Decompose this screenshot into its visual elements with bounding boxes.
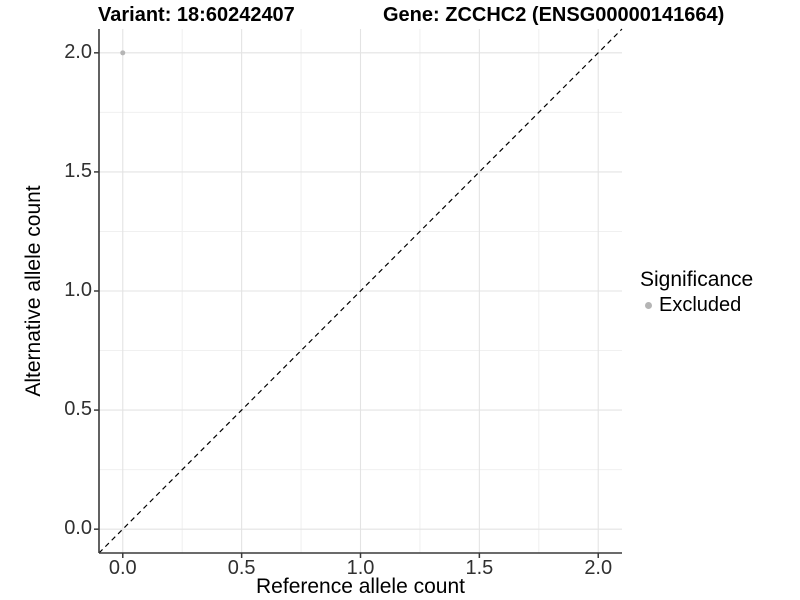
y-tick-label: 0.5 <box>64 398 92 421</box>
x-tick-label: 2.0 <box>584 557 613 579</box>
variant-title: Variant: 18:60242407 <box>98 4 295 26</box>
legend-entry-label: Excluded <box>659 294 742 316</box>
legend-entry: Excluded <box>640 295 753 316</box>
legend-title: Significance <box>640 268 754 291</box>
data-point <box>120 50 126 56</box>
legend: Significance Excluded <box>640 269 753 316</box>
x-tick-label: 1.5 <box>465 557 494 579</box>
x-axis-title: Reference allele count <box>256 575 465 598</box>
y-axis-title: Alternative allele count <box>22 185 45 397</box>
identity-line <box>98 28 623 554</box>
x-tick-label: 0.5 <box>227 557 256 579</box>
x-tick-label: 0.0 <box>108 557 137 579</box>
y-tick-label: 0.0 <box>64 517 92 540</box>
y-tick-label: 2.0 <box>64 40 92 63</box>
y-tick-label: 1.0 <box>64 279 92 301</box>
legend-point-icon <box>645 302 652 309</box>
gene-title: Gene: ZCCHC2 (ENSG00000141664) <box>383 4 725 26</box>
x-tick-label: 1.0 <box>346 557 375 579</box>
y-tick-label: 1.5 <box>64 159 92 182</box>
